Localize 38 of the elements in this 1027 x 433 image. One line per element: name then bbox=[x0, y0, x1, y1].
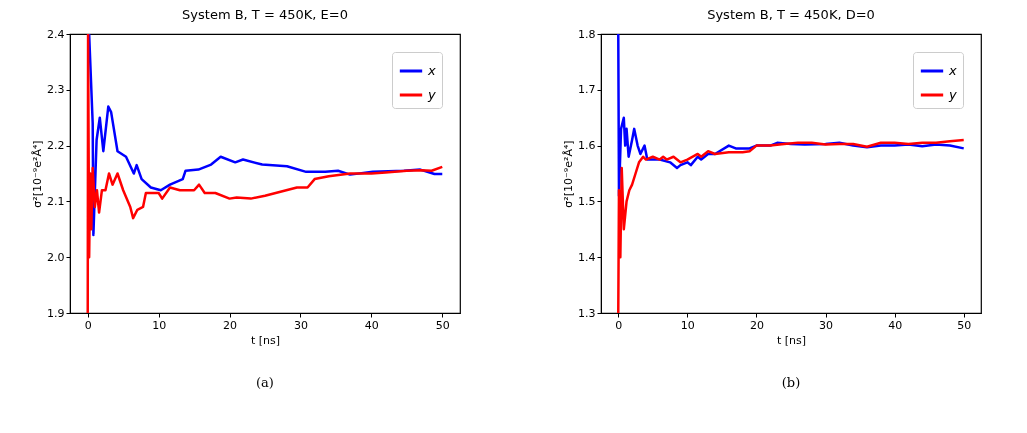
x-tick-label: 40 bbox=[364, 318, 379, 332]
x-tick-label: 30 bbox=[293, 318, 308, 332]
line-series bbox=[617, 138, 965, 313]
x-tick-label: 0 bbox=[84, 318, 92, 332]
y-tick-label: 1.6 bbox=[578, 139, 596, 153]
x-tick-label: 40 bbox=[888, 318, 903, 332]
x-tick-label: 0 bbox=[615, 318, 623, 332]
chart-title: System B, T = 450K, E=0 bbox=[182, 7, 348, 22]
x-axis-title: t [ns] bbox=[250, 333, 281, 347]
x-axis-title: t [ns] bbox=[776, 333, 807, 347]
y-tick-label: 2.0 bbox=[47, 250, 65, 264]
y-tick-label: 1.9 bbox=[47, 306, 65, 320]
y-tick-label: 1.4 bbox=[578, 250, 596, 264]
y-tick-label: 2.1 bbox=[47, 194, 65, 208]
y-tick-label: 1.3 bbox=[578, 306, 596, 320]
x-tick-label: 50 bbox=[957, 318, 972, 332]
chart-title: System B, T = 450K, D=0 bbox=[707, 7, 875, 22]
x-tick-label: 30 bbox=[819, 318, 834, 332]
x-tick-label: 50 bbox=[435, 318, 450, 332]
line-series bbox=[86, 34, 444, 313]
legend-label: x bbox=[948, 63, 957, 78]
x-tick-label: 10 bbox=[680, 318, 695, 332]
x-tick-label: 20 bbox=[223, 318, 238, 332]
y-axis-title: σ²[10⁻⁹e²Å⁴] bbox=[31, 140, 45, 208]
x-tick-label: 10 bbox=[152, 318, 167, 332]
legend-label: y bbox=[427, 87, 436, 102]
x-tick-label: 20 bbox=[749, 318, 764, 332]
y-tick-label: 1.5 bbox=[578, 194, 596, 208]
y-tick-label: 1.8 bbox=[578, 27, 596, 41]
y-tick-label: 2.4 bbox=[47, 27, 65, 41]
text: (a) bbox=[256, 375, 274, 390]
legend-label: x bbox=[427, 63, 436, 78]
legend-label: y bbox=[948, 87, 957, 102]
y-tick-label: 2.2 bbox=[47, 139, 65, 153]
y-axis-title: σ²[10⁻⁹e²Å⁴] bbox=[562, 140, 576, 208]
y-tick-label: 1.7 bbox=[578, 83, 596, 97]
text: (b) bbox=[781, 375, 801, 390]
y-tick-label: 2.3 bbox=[47, 83, 65, 97]
